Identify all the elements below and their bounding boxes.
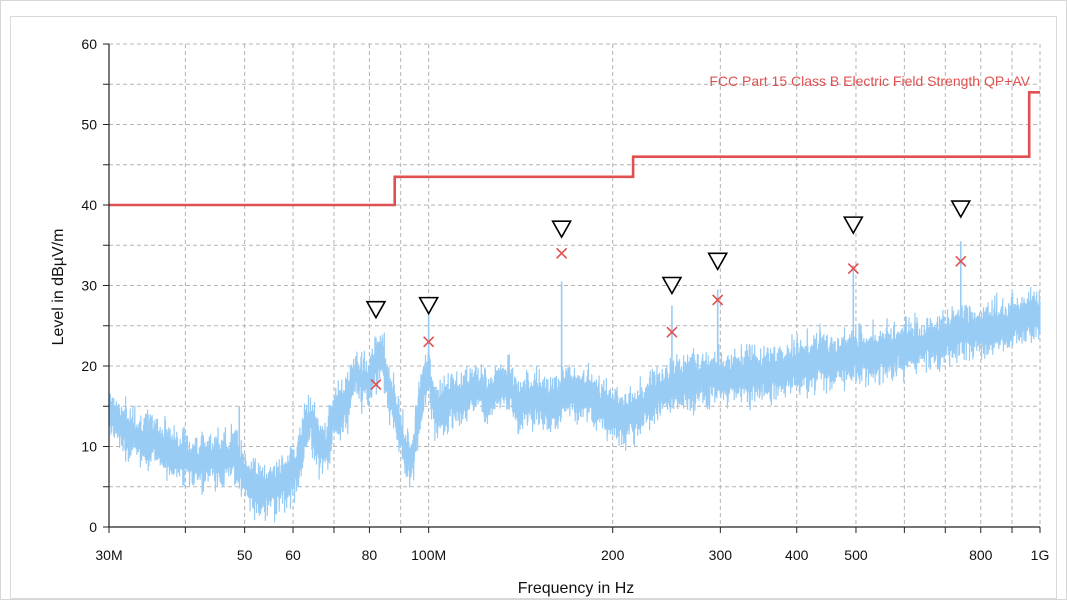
y-tick-label: 10 — [81, 439, 97, 455]
axes: 0 10 20 30 40 50 60 30M 50 60 80 100M 200 300 400 500 80… — [81, 36, 1049, 563]
x-tick-label: 50 — [237, 547, 253, 563]
x-tick-label: 300 — [709, 547, 733, 563]
peak-marker-icon — [418, 296, 440, 316]
limit-line-path — [109, 91, 1040, 207]
measurement-marker-icon — [556, 247, 568, 259]
measurement-marker-stroke — [370, 378, 382, 391]
spectrum-noise — [108, 286, 1041, 523]
peak-marker-icon — [707, 252, 729, 271]
limit-line — [109, 91, 1040, 207]
x-tick-label: 80 — [362, 547, 378, 563]
limit-line-label: FCC Part 15 Class B Electric Field Stren… — [709, 73, 1030, 89]
measurement-marker-icon — [847, 263, 859, 275]
measurement-marker-stroke — [423, 336, 435, 348]
peak-marker-icon — [842, 216, 864, 235]
measurement-marker-icon — [712, 294, 724, 306]
x-tick-label: 1G — [1031, 547, 1050, 563]
measurement-marker-stroke — [712, 294, 724, 306]
spectrum-trace — [108, 241, 1041, 523]
x-tick-label: 60 — [285, 547, 301, 563]
peak-marker-icon — [661, 276, 683, 296]
x-tick-label: 30M — [95, 547, 122, 563]
measurement-marker-stroke — [556, 247, 568, 259]
chart-inner-frame — [10, 16, 1057, 599]
x-tick-label: 400 — [785, 547, 809, 563]
peak-marker-icon — [950, 200, 972, 219]
measurement-marker-icon — [423, 336, 435, 348]
x-tick-label: 200 — [601, 547, 625, 563]
measurement-marker-stroke — [955, 255, 967, 267]
y-tick-label: 50 — [81, 117, 97, 133]
x-tick-label: 800 — [969, 547, 993, 563]
x-axis-label: Frequency in Hz — [518, 580, 635, 597]
y-axis-label: Level in dBµV/m — [50, 229, 67, 346]
measurement-marker-icon — [666, 326, 678, 338]
x-tick-label: 100M — [411, 547, 446, 563]
markers — [365, 200, 972, 391]
x-tick-label: 500 — [844, 547, 868, 563]
y-tick-label: 40 — [81, 197, 97, 213]
y-tick-label: 60 — [81, 36, 97, 52]
y-tick-label: 0 — [89, 519, 97, 535]
peak-marker-icon — [551, 220, 572, 239]
y-tick-label: 30 — [81, 278, 97, 294]
measurement-marker-icon — [955, 255, 967, 267]
measurement-marker-icon — [370, 378, 382, 391]
peak-marker-icon — [365, 300, 387, 320]
y-tick-label: 20 — [81, 358, 97, 374]
measurement-marker-stroke — [666, 326, 678, 338]
measurement-marker-stroke — [847, 263, 859, 275]
